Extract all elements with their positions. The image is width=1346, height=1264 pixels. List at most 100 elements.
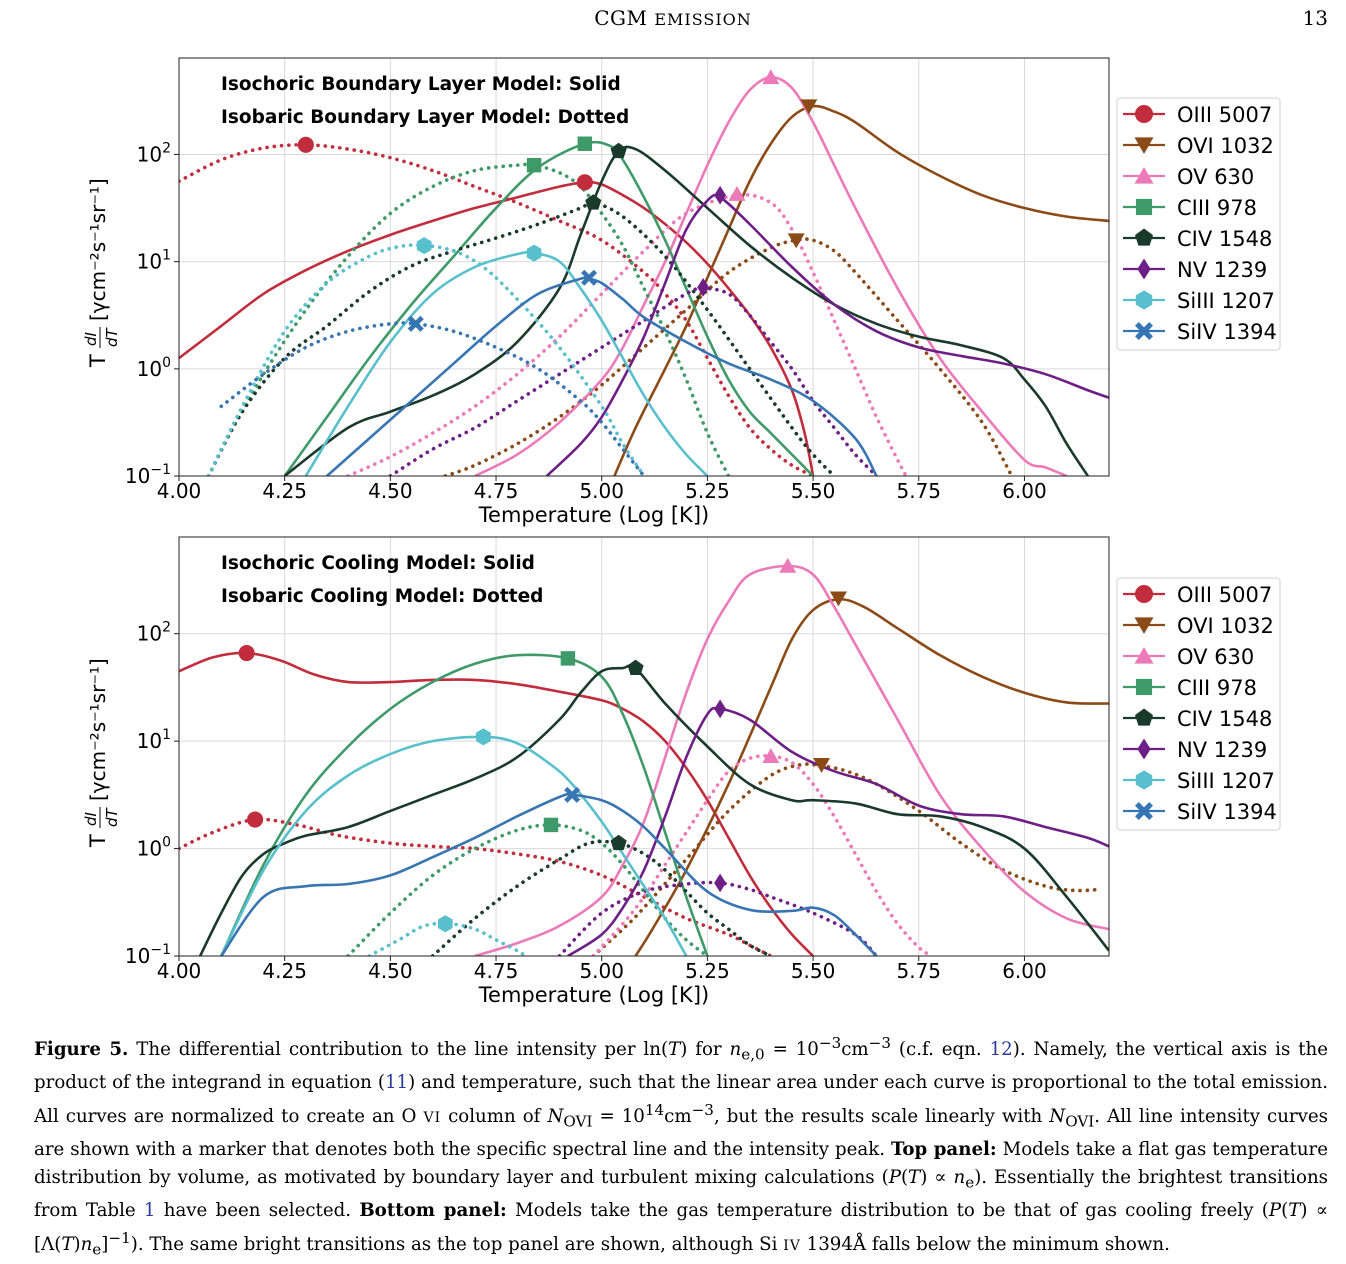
legend-label: NV 1239	[1177, 258, 1267, 282]
y-tick-label: 100	[137, 835, 171, 861]
legend: OIII 5007 OVI 1032 OV 630 CIII 978 CIV 1548 N…	[1116, 97, 1281, 351]
legend-marker-siiv-1394	[1135, 802, 1153, 820]
peak-marker-ov-630-dotted	[728, 186, 746, 201]
legend-box	[1116, 577, 1281, 831]
series-group	[179, 75, 1109, 476]
peak-marker-oiii-5007-solid	[238, 644, 255, 662]
x-axis-label: Temperature (Log [K])	[478, 503, 709, 527]
series-line-ov-630-solid	[474, 564, 1109, 956]
figure-5: 4.00 4.25 4.50 4.75 5.00 5.25 5.50 5.75 6.00 10−1…	[82, 57, 1281, 1007]
y-tick-label: 101	[137, 727, 171, 753]
series-line-siiii-1207-solid	[304, 250, 709, 476]
legend-marker-ovi-1032	[1134, 137, 1154, 155]
svg-text:dT: dT	[103, 806, 121, 827]
peak-marker-oiii-5007-solid	[576, 174, 593, 191]
x-tick-label: 4.50	[368, 959, 413, 983]
x-tick-label: 5.50	[791, 479, 836, 503]
panel-annotation: Isobaric Boundary Layer Model: Dotted	[221, 107, 629, 128]
series-line-siiv-1394-solid	[326, 276, 878, 476]
legend-marker-siiv-1394	[1135, 322, 1153, 340]
peak-marker-siiv-1394-dotted	[407, 315, 424, 332]
peak-marker-ovi-1032-solid	[800, 99, 818, 115]
x-tick-label: 4.75	[474, 959, 519, 983]
x-tick-label: 4.00	[157, 479, 202, 503]
legend-marker-ov-630	[1134, 166, 1154, 184]
y-axis-label: TdI dT [γcm⁻²s⁻¹sr⁻¹]	[82, 178, 121, 368]
legend-marker-siiii-1207	[1135, 770, 1153, 790]
peak-marker-nv-1239-dotted	[714, 873, 727, 893]
legend-label: SiIII 1207	[1177, 769, 1275, 793]
y-tick-label: 102	[137, 620, 171, 646]
y-tick-label: 102	[137, 140, 171, 166]
x-tick-label: 6.00	[1002, 479, 1047, 503]
svg-text:[γcm⁻²s⁻¹sr⁻¹]: [γcm⁻²s⁻¹sr⁻¹]	[86, 658, 110, 801]
peak-marker-ov-630-solid	[779, 557, 797, 573]
x-tick-label: 5.00	[579, 959, 624, 983]
x-tick-label: 4.00	[157, 959, 202, 983]
x-tick-label: 5.75	[897, 959, 942, 983]
panel-top: 4.00 4.25 4.50 4.75 5.00 5.25 5.50 5.75 6.00 10−1…	[82, 57, 1281, 527]
peak-marker-civ-1548-solid	[627, 659, 644, 675]
peak-marker-siiii-1207-dotted	[416, 237, 432, 255]
peak-marker-nv-1239-solid	[714, 185, 727, 205]
panel-annotation: Isobaric Cooling Model: Dotted	[221, 586, 543, 607]
x-tick-label: 5.25	[685, 479, 730, 503]
legend-label: SiIV 1394	[1177, 320, 1277, 344]
svg-text:T: T	[86, 834, 110, 848]
y-tick-label: 101	[137, 248, 171, 274]
svg-text:dI: dI	[82, 331, 100, 346]
peak-marker-siiii-1207-solid	[526, 244, 542, 262]
legend-marker-nv-1239	[1137, 738, 1151, 760]
legend-label: CIV 1548	[1177, 707, 1272, 731]
legend-label: NV 1239	[1177, 738, 1267, 762]
peak-marker-ovi-1032-solid	[829, 591, 847, 607]
legend-marker-ovi-1032	[1134, 617, 1154, 635]
peak-marker-civ-1548-dotted	[585, 194, 602, 210]
series-line-nv-1239-solid	[567, 706, 1109, 956]
eqn-ref-12[interactable]: 12	[989, 1039, 1013, 1061]
x-tick-label: 5.25	[685, 959, 730, 983]
series-line-civ-1548-dotted	[430, 839, 773, 956]
series-line-oiii-5007-dotted	[179, 817, 773, 956]
series-line-nv-1239-dotted	[557, 880, 879, 956]
legend-marker-oiii-5007	[1134, 584, 1154, 604]
peak-marker-ciii-978-dotted	[526, 157, 542, 173]
y-tick-label: 10−1	[125, 942, 171, 968]
panel-annotation: Isochoric Boundary Layer Model: Solid	[221, 74, 621, 95]
y-tick-label: 10−1	[125, 462, 171, 488]
x-tick-label: 4.75	[474, 479, 519, 503]
legend-marker-civ-1548	[1134, 708, 1154, 726]
peak-marker-siiv-1394-solid	[581, 269, 598, 286]
series-line-ovi-1032-solid	[613, 104, 1109, 476]
x-tick-label: 4.50	[368, 479, 413, 503]
x-tick-label: 5.50	[791, 959, 836, 983]
svg-text:dT: dT	[103, 326, 121, 347]
y-tick-label: 100	[137, 355, 171, 381]
series-line-ovi-1032-solid	[634, 597, 1109, 956]
svg-text:[γcm⁻²s⁻¹sr⁻¹]: [γcm⁻²s⁻¹sr⁻¹]	[86, 178, 110, 321]
eqn-ref-11[interactable]: 11	[384, 1072, 409, 1094]
legend-marker-ov-630	[1134, 646, 1154, 664]
series-line-civ-1548-solid	[283, 145, 1089, 476]
legend: OIII 5007 OVI 1032 OV 630 CIII 978 CIV 1548 N…	[1116, 577, 1281, 831]
table-ref-1[interactable]: 1	[143, 1200, 156, 1222]
peak-marker-oiii-5007-dotted	[297, 136, 314, 153]
legend-label: OIII 5007	[1177, 103, 1272, 127]
legend-marker-ciii-978	[1135, 198, 1153, 216]
legend-label: CIII 978	[1177, 676, 1257, 700]
peak-marker-ov-630-solid	[762, 69, 780, 85]
legend-box	[1116, 97, 1281, 351]
peak-marker-civ-1548-dotted	[610, 834, 627, 851]
peak-marker-siiii-1207-dotted	[437, 915, 453, 933]
x-axis-label: Temperature (Log [K])	[478, 983, 709, 1007]
series-line-siiv-1394-solid	[220, 793, 878, 956]
panel-annotation: Isochoric Cooling Model: Solid	[221, 553, 535, 574]
legend-label: OVI 1032	[1177, 134, 1274, 158]
peak-marker-ov-630-dotted	[762, 748, 780, 763]
peak-marker-civ-1548-solid	[610, 142, 627, 159]
series-line-oiii-5007-solid	[179, 180, 815, 476]
legend-marker-ciii-978	[1135, 678, 1153, 696]
legend-marker-nv-1239	[1137, 258, 1151, 280]
series-line-ovi-1032-dotted	[443, 237, 1014, 476]
peak-marker-siiv-1394-solid	[564, 786, 581, 803]
